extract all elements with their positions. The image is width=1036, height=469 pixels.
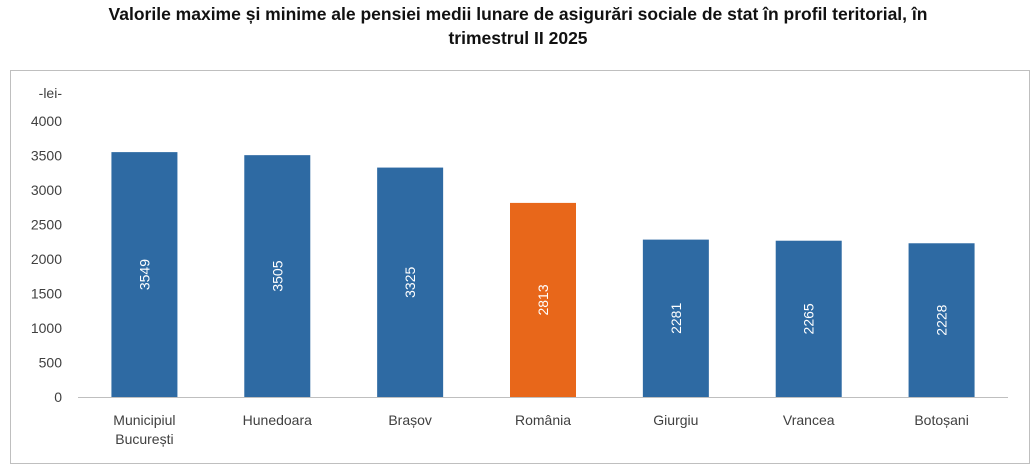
bar	[111, 152, 178, 397]
y-tick-label: 3500	[31, 148, 62, 164]
x-category-label: Municipiul	[113, 412, 175, 428]
y-tick-label: 4000	[31, 113, 62, 129]
x-category-label: Hunedoara	[243, 412, 312, 428]
bar	[908, 243, 975, 397]
x-category-label: România	[515, 412, 571, 428]
bar-value-label: 2281	[668, 303, 684, 334]
x-category-label: Giurgiu	[653, 412, 698, 428]
y-tick-label: 2500	[31, 217, 62, 233]
y-tick-label: 1500	[31, 286, 62, 302]
y-tick-label: 1000	[31, 320, 62, 336]
x-category-label: Botoșani	[914, 412, 968, 428]
chart-title-line-2: trimestrul II 2025	[448, 28, 588, 48]
y-axis-unit-label: -lei-	[39, 85, 63, 101]
y-tick-label: 2000	[31, 251, 62, 267]
bar-value-label: 3549	[136, 259, 152, 290]
bar-value-label: 2228	[934, 304, 950, 335]
x-category-label: București	[115, 431, 173, 447]
chart-title-line-1: Valorile maxime și minime ale pensiei me…	[108, 4, 928, 24]
x-category-label: Vrancea	[783, 412, 835, 428]
bar-value-label: 3505	[269, 260, 285, 291]
y-tick-label: 0	[54, 389, 62, 405]
bar-value-label: 2265	[801, 303, 817, 334]
y-tick-label: 500	[39, 355, 63, 371]
bar-value-label: 2813	[535, 284, 551, 315]
bar	[244, 155, 311, 397]
chart-title: Valorile maxime și minime ale pensiei me…	[0, 2, 1036, 50]
bar	[642, 239, 709, 397]
y-tick-label: 3000	[31, 182, 62, 198]
bar	[510, 202, 576, 397]
x-category-label: Brașov	[388, 412, 432, 428]
bar-value-label: 3325	[402, 267, 418, 298]
chart-frame	[10, 70, 1030, 464]
bar	[775, 240, 842, 397]
bar	[377, 167, 444, 397]
